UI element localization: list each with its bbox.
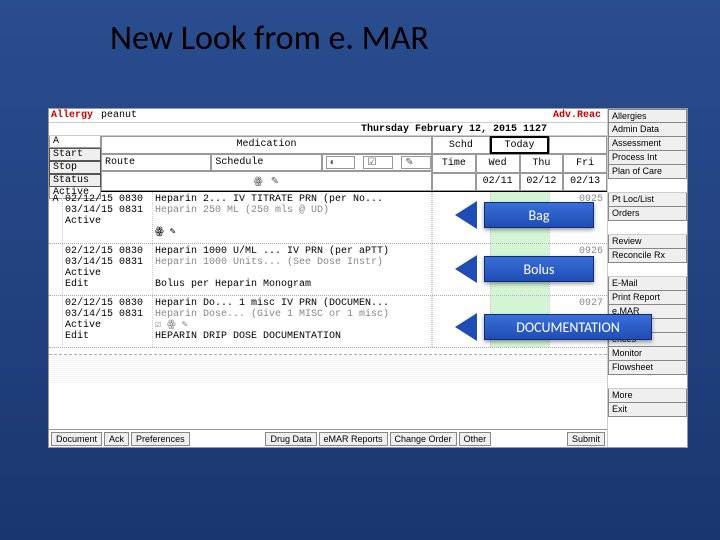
callout-documentation: DOCUMENTATION bbox=[484, 314, 652, 340]
med-a-flag bbox=[49, 244, 63, 295]
hdr-date-0212: 02/12 bbox=[520, 173, 564, 191]
current-datetime: Thursday February 12, 2015 1127 bbox=[49, 123, 607, 136]
status-strip bbox=[49, 354, 607, 384]
med-dates: 02/12/15 083003/14/15 0831ActiveEdit bbox=[63, 244, 153, 295]
sidebar-item-pt-loc-list[interactable]: Pt Loc/List bbox=[608, 193, 687, 207]
note-icon: ☑ bbox=[363, 156, 393, 169]
med-dates: 02/12/15 083003/14/15 0831Active bbox=[63, 192, 153, 243]
hdr-date-0213: 02/13 bbox=[563, 173, 607, 191]
document-button[interactable]: Document bbox=[51, 432, 102, 446]
pencil-icon: ✎ bbox=[271, 176, 279, 187]
glasses-icon: ꙮ bbox=[254, 176, 263, 187]
sidebar-item-process-int[interactable]: Process Int bbox=[608, 151, 687, 165]
drugdata-button[interactable]: Drug Data bbox=[265, 432, 316, 446]
bottom-toolbar: Document Ack Preferences Drug Data eMAR … bbox=[49, 429, 607, 447]
preferences-button[interactable]: Preferences bbox=[131, 432, 190, 446]
emarreports-button[interactable]: eMAR Reports bbox=[319, 432, 388, 446]
hdr-time: Time bbox=[432, 154, 476, 172]
hdr-day-wed[interactable]: Wed bbox=[476, 154, 520, 172]
header-middle: Medication Route Schedule ◐☑✎ ꙮ✎ bbox=[101, 136, 432, 191]
sidebar-item-e-mail[interactable]: E-Mail bbox=[608, 277, 687, 291]
med-description: Heparin 2... IV TITRATE PRN (per No...He… bbox=[153, 192, 432, 243]
sidebar-item-orders[interactable]: Orders bbox=[608, 207, 687, 221]
allergy-row: Allergy peanut Adv.Reac bbox=[49, 109, 607, 123]
sidebar-gap bbox=[608, 221, 687, 235]
hdr-today: Today bbox=[490, 136, 550, 154]
hdr-day-thu[interactable]: Thu bbox=[520, 154, 564, 172]
sidebar-item-print-report[interactable]: Print Report bbox=[608, 291, 687, 305]
sidebar-gap bbox=[608, 263, 687, 277]
ack-button[interactable]: Ack bbox=[104, 432, 129, 446]
advreac-label[interactable]: Adv.Reac bbox=[553, 110, 607, 121]
hdr-medication: Medication bbox=[101, 136, 432, 154]
changeorder-button[interactable]: Change Order bbox=[390, 432, 457, 446]
med-description: Heparin Do... 1 misc IV PRN (DOCUMEN...H… bbox=[153, 296, 432, 347]
sidebar-item-assessment[interactable]: Assessment bbox=[608, 137, 687, 151]
sidebar-item-flowsheet[interactable]: Flowsheet bbox=[608, 361, 687, 375]
hdr-blank2 bbox=[432, 173, 476, 191]
hdr-day-fri[interactable]: Fri bbox=[563, 154, 607, 172]
header-left-col: A Start Stop Status Active bbox=[49, 136, 101, 191]
sidebar-item-review[interactable]: Review bbox=[608, 235, 687, 249]
sidebar-item-plan-of-care[interactable]: Plan of Care bbox=[608, 165, 687, 179]
med-description: Heparin 1000 U/ML ... IV PRN (per aPTT)H… bbox=[153, 244, 432, 295]
med-dates: 02/12/15 083003/14/15 0831ActiveEdit bbox=[63, 296, 153, 347]
sidebar-item-allergies[interactable]: Allergies bbox=[608, 109, 687, 123]
sidebar: AllergiesAdmin DataAssessmentProcess Int… bbox=[607, 109, 687, 447]
hdr-stop-button[interactable]: Stop bbox=[49, 161, 101, 174]
pencil-icon: ✎ bbox=[401, 156, 431, 169]
column-headers: A Start Stop Status Active Medication Ro… bbox=[49, 136, 607, 192]
hdr-A: A bbox=[49, 136, 101, 148]
header-day-columns: Schd Today Time Wed Thu Fri 02/11 02/12 … bbox=[432, 136, 607, 191]
slide-title: New Look from e. MAR bbox=[0, 0, 720, 69]
med-a-flag bbox=[49, 296, 63, 347]
hdr-date-0211: 02/11 bbox=[476, 173, 520, 191]
submit-button[interactable]: Submit bbox=[567, 432, 605, 446]
hdr-filter-icons[interactable]: ◐ ☑ ✎ bbox=[322, 154, 432, 172]
hdr-start-button[interactable]: Start bbox=[49, 148, 101, 161]
hdr-icon-row: ꙮ✎ bbox=[101, 171, 432, 191]
hdr-status-button[interactable]: Status bbox=[49, 174, 101, 187]
hdr-schedule[interactable]: Schedule bbox=[211, 154, 321, 172]
sidebar-item-admin-data[interactable]: Admin Data bbox=[608, 123, 687, 137]
admin-time: 0927 bbox=[579, 298, 603, 309]
callout-bolus: Bolus bbox=[484, 256, 594, 282]
allergy-label: Allergy bbox=[49, 110, 97, 121]
sidebar-item-more[interactable]: More bbox=[608, 389, 687, 403]
med-a-flag: A bbox=[49, 192, 63, 243]
sidebar-item-exit[interactable]: Exit bbox=[608, 403, 687, 417]
callout-bag: Bag bbox=[484, 202, 594, 228]
sidebar-item-monitor[interactable]: Monitor bbox=[608, 347, 687, 361]
sidebar-list: AllergiesAdmin DataAssessmentProcess Int… bbox=[608, 109, 687, 417]
sidebar-gap bbox=[608, 375, 687, 389]
hdr-route[interactable]: Route bbox=[101, 154, 211, 172]
sidebar-gap bbox=[608, 179, 687, 193]
allergy-value: peanut bbox=[97, 110, 553, 121]
hdr-schd: Schd bbox=[432, 136, 490, 154]
sidebar-item-reconcile-rx[interactable]: Reconcile Rx bbox=[608, 249, 687, 263]
flag-icon: ◐ bbox=[326, 156, 356, 169]
other-button[interactable]: Other bbox=[459, 432, 492, 446]
hdr-blank bbox=[549, 136, 607, 154]
